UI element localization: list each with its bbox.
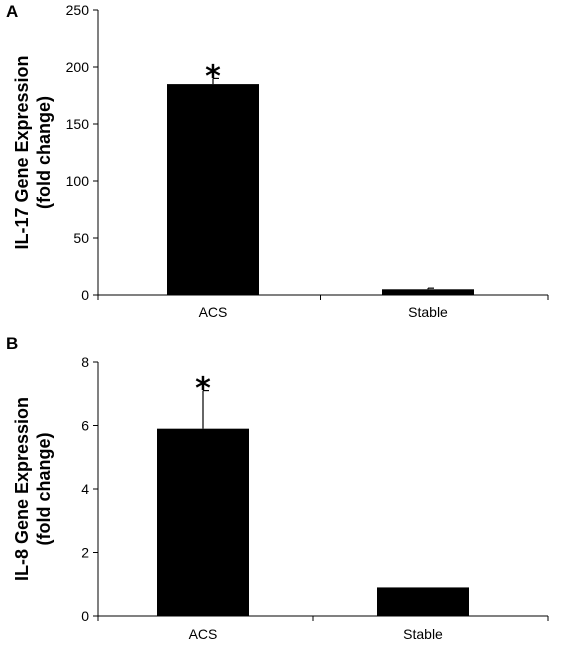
y-tick-label: 0 <box>81 608 89 624</box>
y-tick-label: 0 <box>81 287 89 303</box>
significance-star: * <box>205 59 221 94</box>
y-tick-label: 150 <box>66 116 90 132</box>
y-tick-label: 8 <box>81 354 89 370</box>
x-tick-label-acs: ACS <box>189 626 218 642</box>
chart-panel-a: A 0 50 100 150 200 250 IL-17 Gene Expression (fo… <box>6 2 549 320</box>
y-tick-label: 250 <box>66 2 90 18</box>
y-tick-label: 50 <box>73 230 89 246</box>
x-tick-label-acs: ACS <box>199 304 228 320</box>
y-axis-title: IL-8 Gene Expression <box>12 397 32 581</box>
y-tick-label: 100 <box>66 173 90 189</box>
bar-acs <box>167 84 259 295</box>
bar-stable <box>382 289 474 295</box>
y-tick-label: 6 <box>81 418 89 434</box>
y-tick-label: 4 <box>81 481 89 497</box>
y-tick-label: 200 <box>66 59 90 75</box>
y-axis-title-line2: (fold change) <box>34 96 54 209</box>
y-axis-title-line2: (fold change) <box>34 433 54 546</box>
chart-panel-b: B 0 2 4 6 8 IL-8 Gene Expression (fold change) *… <box>6 334 549 642</box>
x-tick-label-stable: Stable <box>403 626 443 642</box>
y-axis-title: IL-17 Gene Expression <box>12 55 32 249</box>
x-tick-label-stable: Stable <box>408 304 448 320</box>
panel-letter: A <box>6 2 18 21</box>
bar-stable <box>377 587 469 616</box>
bar-acs <box>157 428 249 616</box>
panel-letter: B <box>6 334 18 353</box>
y-tick-label: 2 <box>81 545 89 561</box>
significance-star: * <box>195 372 211 407</box>
